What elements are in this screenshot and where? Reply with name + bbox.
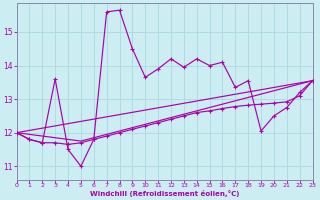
X-axis label: Windchill (Refroidissement éolien,°C): Windchill (Refroidissement éolien,°C) [90, 190, 239, 197]
